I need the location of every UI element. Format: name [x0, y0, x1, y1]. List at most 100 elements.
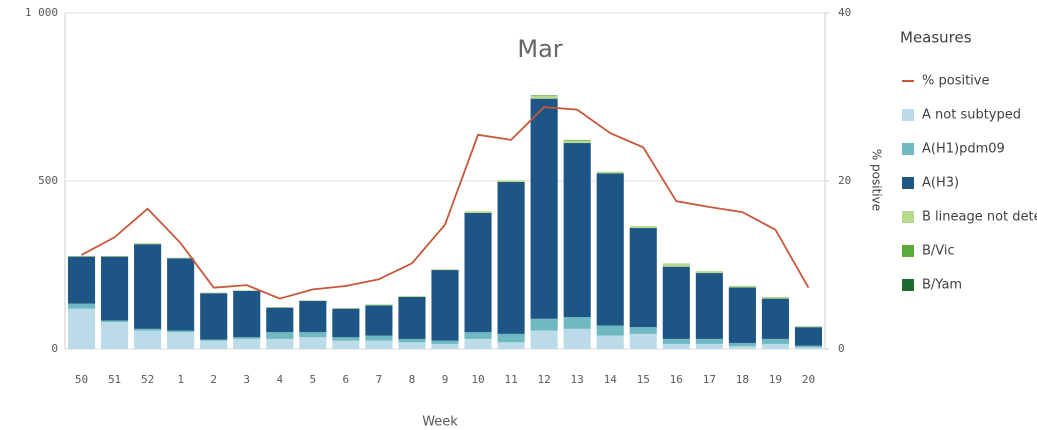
bar-segment: [497, 342, 525, 349]
bar-segment: [431, 343, 459, 349]
bar-segment: [233, 337, 261, 339]
bar-segment: [728, 285, 756, 288]
x-tick-label: 9: [442, 373, 449, 386]
bar-segment: [464, 212, 492, 333]
bar-segment: [530, 318, 558, 331]
legend-title: Measures: [900, 29, 972, 47]
y2-tick-label: 0: [838, 342, 845, 355]
bar-segment: [695, 338, 723, 344]
legend-label: A(H3): [922, 176, 959, 191]
y2-axis-title: % positive: [870, 149, 884, 211]
annotation: Mar: [517, 35, 562, 63]
bar-segment: [332, 337, 360, 341]
legend-marker: [902, 279, 914, 291]
bar-segment: [101, 322, 129, 349]
bar-segment: [101, 256, 129, 321]
x-tick-label: 1: [177, 373, 184, 386]
bar-segment: [761, 298, 789, 339]
bar-segment: [233, 290, 261, 338]
bar-segment: [200, 292, 228, 294]
bar-segment: [67, 308, 96, 349]
bar-segment: [530, 95, 558, 96]
bar-segment: [497, 180, 525, 183]
bar-segment: [365, 304, 393, 306]
bar-segment: [398, 338, 426, 343]
bar-segment: [497, 333, 525, 343]
bar-segment: [563, 140, 591, 144]
x-tick-label: 15: [637, 373, 650, 386]
bar-segment: [629, 327, 657, 334]
bar-segment: [563, 328, 591, 349]
y-tick-label: 0: [51, 342, 58, 355]
bar-segment: [530, 98, 558, 319]
bar-segment: [200, 339, 228, 341]
bar-segment: [299, 332, 327, 338]
bar-segment: [464, 211, 492, 213]
bar-segment: [794, 347, 823, 349]
bar-segment: [662, 263, 690, 267]
legend-label: A not subtyped: [922, 108, 1021, 123]
bar-segment: [761, 343, 789, 349]
bar-segment: [563, 143, 591, 318]
bar-segment: [332, 308, 360, 309]
bar-segment: [167, 332, 195, 349]
bar-segment: [695, 343, 723, 349]
x-tick-label: 11: [504, 373, 517, 386]
bar-segment: [728, 342, 756, 347]
x-tick-label: 10: [471, 373, 484, 386]
x-tick-label: 50: [75, 373, 88, 386]
bar-segment: [332, 340, 360, 349]
bar-segment: [596, 171, 624, 174]
bar-segment: [67, 303, 96, 309]
y2-tick-label: 20: [838, 174, 851, 187]
x-tick-label: 19: [769, 373, 782, 386]
legend-label: % positive: [922, 74, 989, 89]
bar-segment: [662, 343, 690, 349]
bar-segment: [167, 258, 195, 331]
bar-segment: [530, 95, 558, 99]
bar-segment: [167, 257, 195, 259]
bar-segment: [398, 296, 426, 339]
bar-segment: [299, 300, 327, 301]
bar-segment: [464, 332, 492, 339]
bar-segment: [365, 335, 393, 341]
bar-segment: [365, 305, 393, 336]
bar-segment: [431, 270, 459, 341]
bar-segment: [794, 327, 823, 346]
x-tick-label: 8: [409, 373, 416, 386]
y-tick-label: 500: [38, 174, 58, 187]
legend-marker: [902, 109, 914, 121]
legend-label: B/Yam: [922, 278, 962, 293]
bar-segment: [200, 293, 228, 340]
bar-segment: [134, 243, 162, 245]
bar-segment: [67, 255, 96, 257]
x-tick-label: 51: [108, 373, 121, 386]
bar-segment: [134, 330, 162, 349]
line: [81, 106, 810, 300]
bar-segment: [596, 173, 624, 326]
bar-segment: [728, 287, 756, 343]
bar-segment: [167, 330, 195, 333]
x-tick-label: 13: [571, 373, 584, 386]
bar-segment: [794, 345, 823, 348]
bar-segment: [233, 290, 261, 291]
bar-segment: [596, 335, 624, 349]
bar-segment: [629, 333, 657, 349]
bar-segment: [530, 330, 558, 349]
bar-segment: [695, 273, 723, 339]
bar-segment: [200, 340, 228, 349]
bar-segment: [365, 340, 393, 349]
bar-segment: [233, 338, 261, 349]
legend-label: A(H1)pdm09: [922, 142, 1005, 157]
legend-marker: [902, 143, 914, 155]
bar-segment: [794, 326, 823, 328]
bar-segment: [134, 244, 162, 329]
bar-segment: [101, 320, 129, 323]
x-tick-label: 18: [736, 373, 749, 386]
bar-segment: [431, 269, 459, 271]
bar-segment: [563, 140, 591, 141]
bar-segment: [662, 338, 690, 344]
bar-segment: [266, 332, 294, 339]
bar-segment: [266, 307, 294, 308]
